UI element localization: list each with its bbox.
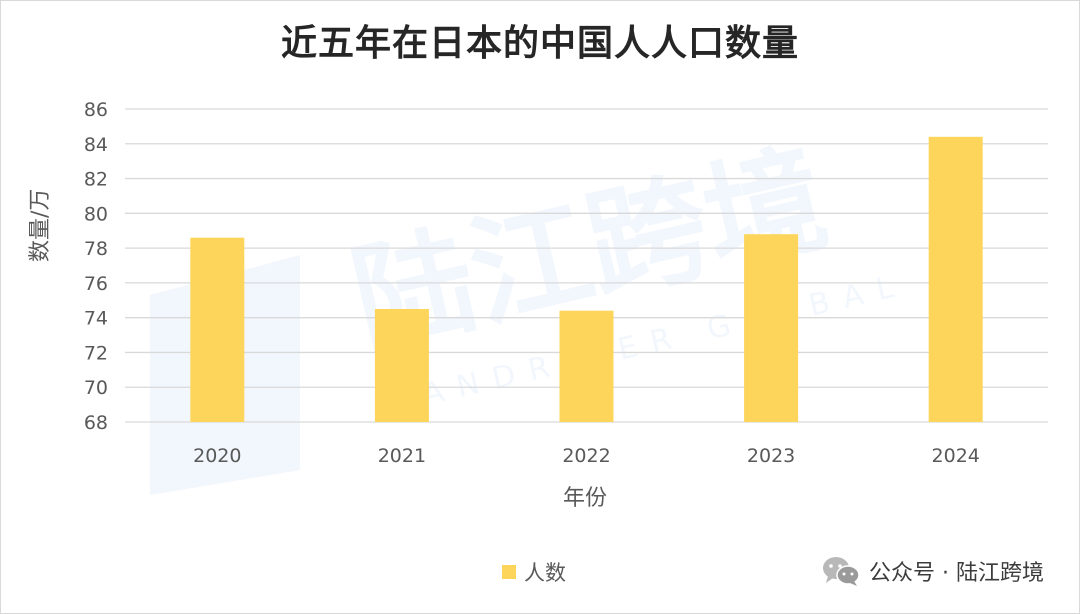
bar-2022 (559, 310, 614, 422)
x-tick-label: 2024 (932, 445, 980, 467)
x-tick-label: 2022 (562, 445, 610, 467)
y-tick-label: 78 (84, 238, 108, 260)
legend: 人数 (502, 558, 566, 586)
chart-title: 近五年在日本的中国人人口数量 (280, 22, 799, 64)
y-tick-label: 70 (84, 377, 108, 399)
y-tick-label: 86 (84, 99, 108, 121)
y-tick-label: 68 (84, 412, 108, 434)
legend-label: 人数 (524, 561, 566, 585)
y-tick-labels: 68 70 72 74 76 78 80 82 84 86 (84, 99, 108, 434)
legend-swatch (502, 565, 516, 579)
bar-2023 (744, 234, 799, 422)
bar-2024 (928, 136, 983, 423)
wechat-icon (823, 557, 860, 586)
bar-2021 (374, 308, 429, 422)
y-tick-label: 74 (84, 308, 108, 330)
bar-2020 (190, 237, 245, 422)
footer-account: 公众号 · 陆江跨境 (821, 554, 1044, 588)
y-tick-label: 84 (84, 134, 108, 156)
y-tick-label: 72 (84, 342, 108, 364)
footer-text: 公众号 · 陆江跨境 (869, 561, 1044, 586)
x-tick-label: 2020 (193, 445, 241, 467)
y-tick-label: 76 (84, 273, 108, 295)
x-axis-title: 年份 (562, 486, 607, 511)
y-tick-label: 82 (84, 169, 108, 191)
x-tick-label: 2021 (378, 445, 426, 467)
x-tick-labels: 2020 2021 2022 2023 2024 (193, 445, 980, 467)
y-tick-label: 80 (84, 203, 108, 225)
y-axis-title: 数量/万 (28, 188, 53, 262)
bars (190, 136, 983, 423)
x-tick-label: 2023 (747, 445, 795, 467)
